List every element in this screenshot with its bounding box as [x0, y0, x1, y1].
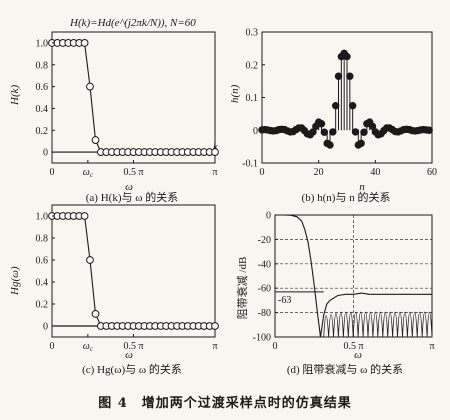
panel-c-ytick-label: 0.6	[36, 256, 49, 267]
panel-a-curve	[52, 42, 215, 153]
panel-b-sample-point	[343, 52, 351, 61]
panel-a-xlabel: ω	[125, 181, 133, 193]
panel-b-ytick-label: 0.1	[246, 93, 259, 104]
panel-d-ytick-label: -40	[258, 259, 271, 270]
panel-d-ytick-label: 0	[266, 211, 271, 222]
panel-b-caption: (b) h(n)与 n 的关系	[302, 190, 391, 204]
panel-b-sample-point	[348, 101, 357, 110]
panel-b-xtick-label: 0	[260, 167, 265, 178]
panel-b-sample-point	[357, 139, 365, 148]
panel-b-ytick-label: 0.2	[246, 60, 259, 71]
panel-b-sample-point	[317, 119, 326, 128]
panel-d-xlabel: ω	[354, 349, 362, 361]
panel-a-frame	[51, 31, 216, 164]
panel-a-ytick-label: 0.4	[36, 104, 49, 115]
panel-a-ytick-label: 0	[43, 148, 48, 159]
panel-c-curve	[52, 215, 215, 327]
panel-d-xtick-label: 0.5 π	[343, 341, 363, 352]
panel-c-xtick-label: ωc	[83, 341, 94, 353]
panel-a-xtick-label: ωc	[83, 167, 94, 179]
panel-a-ytick-label: 0.6	[36, 82, 49, 93]
panel-c-xtick-label: 0	[50, 341, 55, 352]
panel-b-ytick-label: -0.1	[242, 159, 258, 170]
panel-a-xtick-label: 0	[50, 167, 55, 178]
panel-c-sample-point	[211, 322, 219, 330]
panel-b-sample-point	[346, 72, 354, 80]
panel-b-sample-point	[326, 141, 334, 149]
panel-a-sample-point	[91, 136, 100, 144]
panel-d-ytick-label: -60	[258, 284, 271, 295]
panel-b-sample-point	[320, 128, 329, 136]
panel-d-ytick-label: -80	[258, 308, 271, 319]
panel-a-ytick-label: 0.2	[36, 126, 49, 137]
panel-b-sample-point	[425, 126, 433, 134]
panel-a-k-label: k	[213, 141, 219, 153]
panel-a-sample-point	[86, 82, 94, 91]
panel-b-ytick-label: 0.3	[246, 28, 259, 39]
panel-c-xtick-label: 0.5 π	[123, 341, 143, 352]
panel-c-sample-point	[91, 310, 100, 318]
panel-a-ytick-label: 0.8	[36, 60, 49, 71]
panel-c-ytick-label: 0.4	[36, 278, 49, 289]
panel-a-ytick-label: 1.0	[36, 38, 49, 49]
panel-c-ytick-label: 0	[43, 322, 48, 333]
figure-caption: 图 4 增加两个过渡采样点时的仿真结果	[98, 396, 352, 411]
panel-b-sample-point	[329, 128, 337, 136]
panel-d-ytick-label: -100	[253, 333, 271, 344]
panel-c-ylabel: Hg(ω)	[9, 266, 21, 296]
panel-b-sample-point	[331, 101, 340, 110]
panel-d-xtick-label: π	[429, 341, 434, 352]
panel-d-caption: (d) 阻带衰减与 ω 的关系	[287, 362, 403, 376]
panel-b-xtick-label: 60	[427, 167, 437, 178]
panel-a-xtick-label: 0.5 π	[123, 167, 143, 178]
panel-a-formula: H(k)=Hd(e^(j2πk/N)), N=60	[69, 17, 196, 29]
panel-a-sample-point	[80, 39, 89, 47]
panel-c-ytick-label: 0.8	[36, 234, 49, 245]
panel-c-ytick-label: 1.0	[36, 212, 49, 223]
panel-a-xtick-label: π	[212, 167, 217, 178]
panel-a-ylabel: H(k)	[9, 85, 21, 106]
panel-a-caption: (a) H(k)与 ω 的关系	[86, 190, 178, 204]
panel-d-xtick-label: 0	[273, 341, 278, 352]
panel-c-ytick-label: 0.2	[36, 300, 49, 311]
panel-b-xtick-label: 20	[314, 167, 324, 178]
panel-d-annotation: -63	[278, 295, 291, 306]
panel-a-sample-point	[211, 148, 219, 156]
panel-c-caption: (c) Hg(ω)与 ω 的关系	[82, 362, 182, 376]
panel-d-ytick-label: -20	[258, 235, 271, 246]
panel-b-ytick-label: 0	[253, 126, 258, 137]
panel-b-xtick-label: 40	[370, 167, 380, 178]
panel-b-sample-point	[360, 128, 368, 136]
panel-d-ripple-lobes	[323, 311, 433, 338]
panel-b-ylabel: h(n)	[229, 84, 241, 103]
panel-c-xtick-label: π	[212, 341, 217, 352]
panel-c-sample-point	[80, 212, 89, 220]
panel-c-xlabel: ω	[125, 349, 133, 361]
panel-c-frame	[51, 204, 216, 338]
panel-b-sample-point	[334, 72, 343, 80]
panel-d-ylabel: 阻带衰减 /dB	[235, 257, 249, 320]
panel-b-sample-point	[351, 128, 360, 136]
panel-d-curve	[275, 214, 432, 338]
panel-c-sample-point	[86, 256, 94, 264]
panel-b-xlabel: n	[359, 181, 365, 193]
